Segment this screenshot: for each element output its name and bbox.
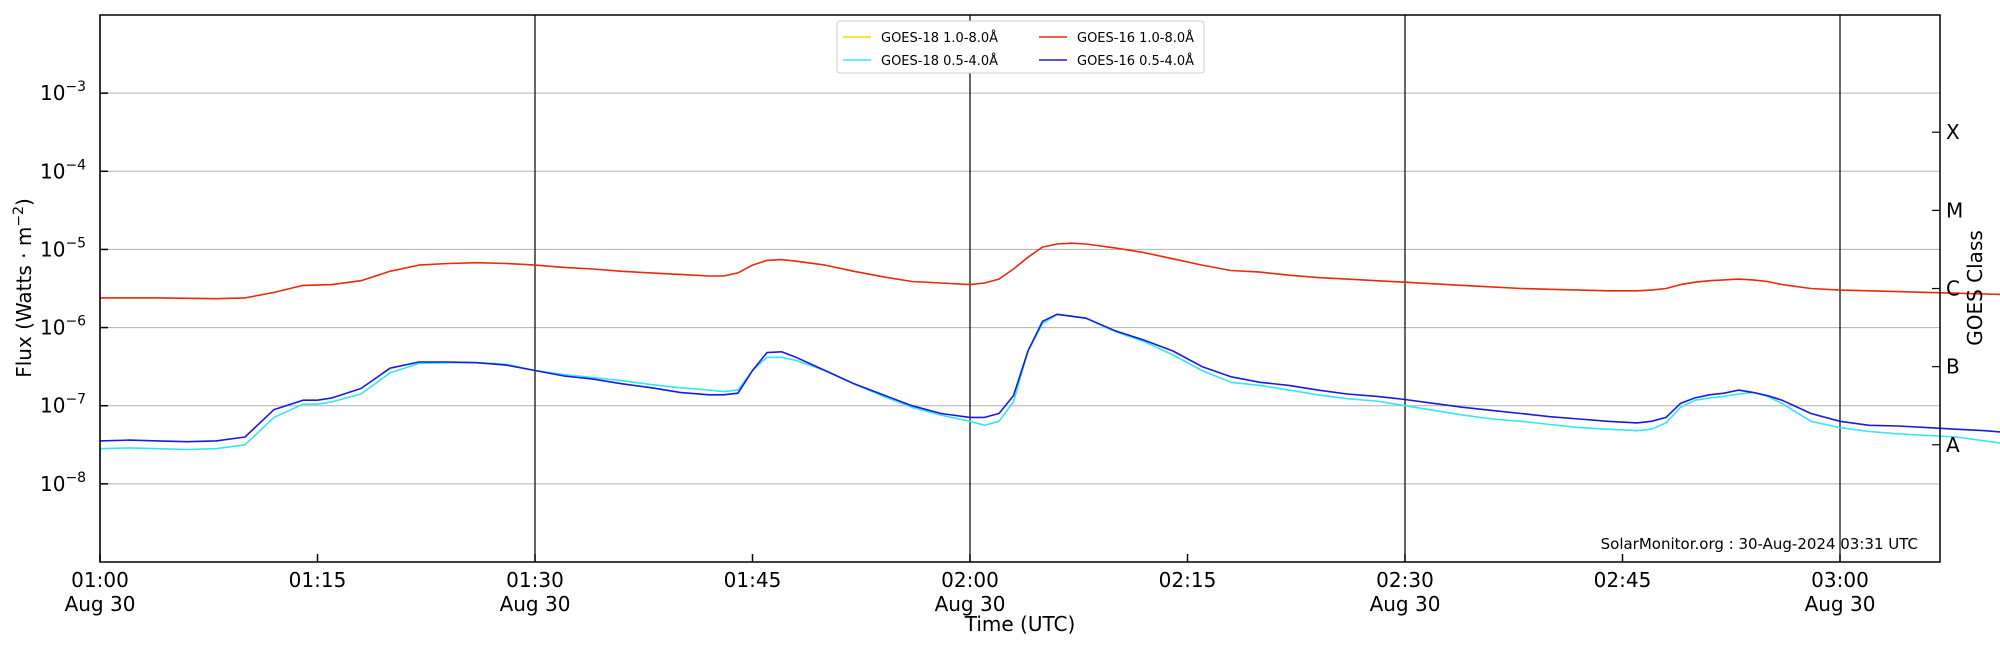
series-line-3 [99, 313, 2000, 443]
x-tick-date-label: Aug 30 [1370, 592, 1441, 616]
goes-class-label: B [1946, 355, 1960, 379]
y-tick-base: 10 [40, 81, 65, 105]
y-tick-base: 10 [40, 159, 65, 183]
grid-lines [99, 15, 1940, 562]
y-tick-label: 10−8 [40, 470, 86, 496]
legend-label: GOES-16 1.0-8.0Å [1077, 30, 1194, 46]
legend-label: GOES-18 1.0-8.0Å [881, 30, 998, 46]
y-axis: 10−810−710−610−510−410−3 [40, 79, 108, 496]
goes-class-label: X [1946, 120, 1960, 144]
y-tick-label: 10−6 [40, 314, 86, 340]
y-tick-exponent: −3 [65, 79, 86, 95]
x-tick-label: 01:15 [289, 568, 347, 592]
x-tick-label: 01:30 [506, 568, 564, 592]
goes-class-label: M [1946, 198, 1963, 222]
y-tick-exponent: −4 [65, 157, 86, 173]
x-tick-label: 02:30 [1376, 568, 1434, 592]
y-axis-label-close: ) [12, 198, 36, 206]
legend-frame [836, 20, 1205, 74]
y-tick-base: 10 [40, 472, 65, 496]
series-lines [99, 242, 2000, 451]
x-tick-label: 01:00 [71, 568, 129, 592]
source-annotation: SolarMonitor.org : 30-Aug-2024 03:31 UTC [1601, 535, 1918, 553]
legend: GOES-18 1.0-8.0Å GOES-16 1.0-8.0Å GOES-18 … [836, 20, 1205, 74]
y-tick-label: 10−3 [40, 79, 86, 105]
legend-label: GOES-18 0.5-4.0Å [881, 53, 998, 69]
y-tick-exponent: −7 [65, 392, 86, 408]
y-axis-label-main: Flux (Watts · m [12, 227, 36, 378]
series-line-2 [100, 242, 2000, 300]
y-tick-base: 10 [40, 237, 65, 261]
x-tick-label: 02:00 [941, 568, 999, 592]
x-tick-date-label: Aug 30 [935, 592, 1006, 616]
y-tick-exponent: −6 [65, 314, 86, 330]
y-tick-exponent: −5 [65, 235, 86, 251]
y-tick-label: 10−5 [40, 235, 86, 261]
goes-class-label: A [1946, 433, 1960, 457]
x-tick-label: 01:45 [724, 568, 782, 592]
x-axis-label: Time (UTC) [964, 612, 1076, 636]
x-tick-date-label: Aug 30 [65, 592, 136, 616]
x-tick-date-label: Aug 30 [1805, 592, 1876, 616]
y-tick-exponent: −8 [65, 470, 86, 486]
y-tick-label: 10−7 [40, 392, 86, 418]
goes-class-axis: A B C M X [1932, 120, 1963, 457]
series-line-1 [99, 313, 2000, 451]
y-tick-label: 10−4 [40, 157, 86, 183]
x-tick-label: 03:00 [1811, 568, 1869, 592]
goes-class-label: C [1946, 277, 1960, 301]
x-tick-label: 02:15 [1159, 568, 1217, 592]
y-tick-base: 10 [40, 394, 65, 418]
x-tick-label: 02:45 [1594, 568, 1652, 592]
y-tick-base: 10 [40, 316, 65, 340]
goes-class-axis-label: GOES Class [1963, 230, 1987, 346]
legend-label: GOES-16 0.5-4.0Å [1077, 53, 1194, 69]
y-axis-label-exponent: −2 [11, 206, 27, 227]
y-axis-label: Flux (Watts · m−2) [11, 198, 36, 378]
x-tick-date-label: Aug 30 [500, 592, 571, 616]
